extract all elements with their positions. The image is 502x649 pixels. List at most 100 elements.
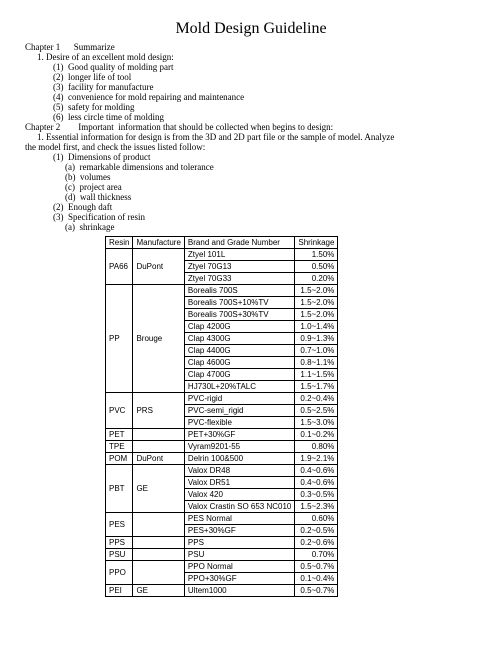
cell-brand: Valox 420: [184, 489, 294, 501]
item-2-2: (2) Enough daft: [53, 202, 477, 212]
table-row: PESPES Normal0.60%: [106, 513, 338, 525]
cell-brand: Borealis 700S+30%TV: [184, 309, 294, 321]
cell-resin: PBT: [106, 465, 133, 513]
item-2-1-a: (a) remarkable dimensions and tolerance: [65, 162, 477, 172]
page-title: Mold Design Guideline: [25, 20, 477, 38]
cell-manufacture: [133, 561, 184, 585]
table-row: TPE Vyram9201-550.80%: [106, 441, 338, 453]
table-row: PA66DuPontZtyel 101L1.50%: [106, 249, 338, 261]
cell-brand: PVC-semi_rigid: [184, 405, 294, 417]
cell-manufacture: DuPont: [133, 453, 184, 465]
cell-shrinkage: 0.5~0.7%: [295, 561, 338, 573]
cell-shrinkage: 1.5~2.0%: [295, 297, 338, 309]
cell-shrinkage: 1.9~2.1%: [295, 453, 338, 465]
item-2-1: (1) Dimensions of product: [53, 152, 477, 162]
table-row: PETPET+30%GF0.1~0.2%: [106, 429, 338, 441]
cell-manufacture: GE: [133, 585, 184, 597]
cell-shrinkage: 1.0~1.4%: [295, 321, 338, 333]
cell-brand: Borealis 700S+10%TV: [184, 297, 294, 309]
cell-brand: PVC-rigid: [184, 393, 294, 405]
col-brand: Brand and Grade Number: [184, 237, 294, 249]
cell-brand: Delrin 100&500: [184, 453, 294, 465]
cell-manufacture: [133, 441, 184, 453]
cell-resin: TPE: [106, 441, 133, 453]
cell-brand: Vyram9201-55: [184, 441, 294, 453]
col-manufacture: Manufacture: [133, 237, 184, 249]
cell-brand: Ztyel 70G33: [184, 273, 294, 285]
item-1-2: (2) longer life of tool: [53, 72, 477, 82]
cell-brand: PPO+30%GF: [184, 573, 294, 585]
cell-shrinkage: 1.50%: [295, 249, 338, 261]
item-1-5: (5) safety for molding: [53, 102, 477, 112]
table-header-row: Resin Manufacture Brand and Grade Number…: [106, 237, 338, 249]
cell-brand: PES Normal: [184, 513, 294, 525]
item-1-1: (1) Good quality of molding part: [53, 62, 477, 72]
table-row: PSUPSU0.70%: [106, 549, 338, 561]
section-2-1a: 1. Essential information for design is f…: [37, 132, 477, 142]
cell-brand: Clap 4200G: [184, 321, 294, 333]
cell-brand: Clap 4700G: [184, 369, 294, 381]
table-row: PPOPPO Normal0.5~0.7%: [106, 561, 338, 573]
cell-shrinkage: 0.4~0.6%: [295, 477, 338, 489]
table-row: PVCPRSPVC-rigid0.2~0.4%: [106, 393, 338, 405]
item-2-1-c: (c) project area: [65, 182, 477, 192]
cell-shrinkage: 1.5~2.3%: [295, 501, 338, 513]
section-2-1b: the model first, and check the issues li…: [25, 142, 477, 152]
item-2-1-d: (d) wall thickness: [65, 192, 477, 202]
cell-manufacture: [133, 513, 184, 537]
cell-shrinkage: 0.50%: [295, 261, 338, 273]
cell-brand: Ztyel 101L: [184, 249, 294, 261]
cell-shrinkage: 0.1~0.4%: [295, 573, 338, 585]
cell-brand: PVC-flexible: [184, 417, 294, 429]
chapter-2-heading: Chapter 2 Important information that sho…: [25, 122, 477, 132]
cell-shrinkage: 0.2~0.4%: [295, 393, 338, 405]
cell-manufacture: [133, 537, 184, 549]
cell-resin: PA66: [106, 249, 133, 285]
cell-shrinkage: 0.9~1.3%: [295, 333, 338, 345]
item-1-3: (3) facility for manufacture: [53, 82, 477, 92]
cell-shrinkage: 0.80%: [295, 441, 338, 453]
cell-shrinkage: 1.5~1.7%: [295, 381, 338, 393]
cell-shrinkage: 1.5~2.0%: [295, 285, 338, 297]
cell-shrinkage: 0.3~0.5%: [295, 489, 338, 501]
cell-manufacture: [133, 429, 184, 441]
cell-shrinkage: 1.5~2.0%: [295, 309, 338, 321]
table-row: PPBrougeBorealis 700S1.5~2.0%: [106, 285, 338, 297]
cell-manufacture: GE: [133, 465, 184, 513]
item-2-3: (3) Specification of resin: [53, 212, 477, 222]
cell-brand: PET+30%GF: [184, 429, 294, 441]
cell-brand: PPO Normal: [184, 561, 294, 573]
cell-manufacture: [133, 549, 184, 561]
cell-shrinkage: 0.20%: [295, 273, 338, 285]
table-row: PPSPPS0.2~0.6%: [106, 537, 338, 549]
cell-brand: Valox DR48: [184, 465, 294, 477]
item-2-3-a: (a) shrinkage: [65, 222, 477, 232]
cell-shrinkage: 0.1~0.2%: [295, 429, 338, 441]
cell-brand: Borealis 700S: [184, 285, 294, 297]
cell-resin: PSU: [106, 549, 133, 561]
cell-brand: Valox Crastin SO 653 NC010: [184, 501, 294, 513]
cell-brand: PES+30%GF: [184, 525, 294, 537]
cell-resin: PPO: [106, 561, 133, 585]
cell-shrinkage: 1.1~1.5%: [295, 369, 338, 381]
cell-brand: Clap 4400G: [184, 345, 294, 357]
cell-manufacture: Brouge: [133, 285, 184, 393]
cell-resin: PVC: [106, 393, 133, 429]
col-resin: Resin: [106, 237, 133, 249]
cell-brand: Clap 4600G: [184, 357, 294, 369]
cell-shrinkage: 0.2~0.6%: [295, 537, 338, 549]
cell-shrinkage: 0.60%: [295, 513, 338, 525]
chapter-1-heading: Chapter 1 Summarize: [25, 42, 477, 52]
section-1-1: 1. Desire of an excellent mold design:: [37, 52, 477, 62]
cell-resin: PES: [106, 513, 133, 537]
item-2-1-b: (b) volumes: [65, 172, 477, 182]
item-1-4: (4) convenience for mold repairing and m…: [53, 92, 477, 102]
cell-brand: Ztyel 70G13: [184, 261, 294, 273]
cell-brand: PSU: [184, 549, 294, 561]
cell-shrinkage: 0.5~2.5%: [295, 405, 338, 417]
cell-resin: PEI: [106, 585, 133, 597]
cell-manufacture: PRS: [133, 393, 184, 429]
cell-shrinkage: 1.5~3.0%: [295, 417, 338, 429]
cell-brand: PPS: [184, 537, 294, 549]
cell-resin: PPS: [106, 537, 133, 549]
